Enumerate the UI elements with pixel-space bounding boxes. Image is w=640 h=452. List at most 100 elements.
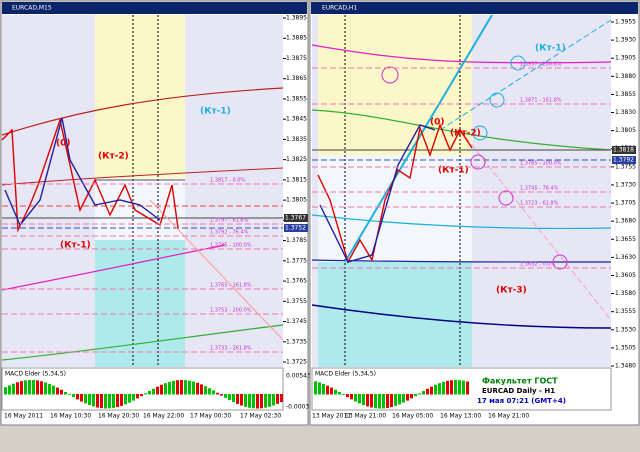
macd-bar	[80, 394, 83, 402]
macd-bar	[152, 388, 155, 395]
zone-cyan	[95, 240, 185, 367]
price-label: 1.3875	[286, 55, 307, 62]
price-label: 1.3815	[286, 176, 307, 183]
left-titlebar	[2, 2, 307, 14]
circles	[381, 55, 568, 270]
price-label: 1.3655	[615, 236, 636, 243]
macd-bar	[386, 394, 389, 408]
footer: EURCAD Daily - H1	[482, 387, 555, 395]
price-label: 1.3880	[615, 73, 636, 80]
macd-bar	[8, 385, 11, 395]
ma-green	[311, 109, 612, 151]
macd-bar	[64, 392, 67, 395]
macd-bar	[338, 392, 341, 395]
ma-green	[1, 324, 284, 361]
fib-label: 1.3792 - 76.4%	[210, 230, 249, 236]
left-title: EURCAD,M15	[12, 5, 52, 12]
fib-labels: 1.3937 - 200.0% 1.3871 - 161.8% 1.3765 - 1…	[312, 62, 611, 269]
macd-bar	[124, 394, 127, 405]
macd-bar	[212, 390, 215, 395]
macd-bar	[196, 382, 199, 395]
macd-bar	[280, 394, 283, 403]
fib-label: 1.3745 - 76.4%	[520, 186, 559, 192]
macd-bar	[156, 386, 159, 395]
macd-bar	[248, 394, 251, 408]
price-label: 1.3785	[286, 237, 307, 244]
right-title: EURCAD,H1	[322, 5, 357, 12]
macd-label: 0.00543	[286, 373, 311, 380]
macd-bar	[140, 394, 143, 397]
macd-bar	[188, 380, 191, 395]
time-label: 13 May 21:00	[345, 413, 386, 420]
price-box	[284, 224, 308, 232]
macd-bar	[244, 394, 247, 407]
price-label: 1.3895	[286, 15, 307, 22]
macd-bar	[144, 393, 147, 395]
price-label: 1.3745	[286, 318, 307, 325]
macd-bar	[40, 381, 43, 395]
ma-dark	[311, 304, 612, 329]
macd-bar	[322, 383, 325, 395]
price-label: 1.3765	[286, 278, 307, 285]
macd-bar	[172, 380, 175, 395]
macd-bar	[224, 394, 227, 398]
macd-bar	[112, 394, 115, 408]
price-box	[612, 156, 636, 164]
macd-bar	[430, 386, 433, 395]
fib-label: 1.3937 - 200.0%	[520, 62, 562, 68]
macd-bar	[314, 381, 317, 395]
macd-bar	[346, 394, 349, 398]
macd-bar	[132, 394, 135, 401]
macd-bar	[220, 394, 223, 396]
macd-bar	[68, 394, 71, 395]
macd-label: -0.00038	[286, 404, 313, 411]
ma-red2	[1, 167, 284, 186]
price-label: 1.3930	[615, 37, 636, 44]
macd-bar	[268, 394, 271, 407]
price-label: 1.3775	[286, 257, 307, 264]
price-label: 1.3705	[615, 200, 636, 207]
macd-bar	[390, 394, 393, 408]
zone-light	[95, 178, 185, 240]
annotation: (0)	[430, 118, 445, 128]
fib-label: 1.3632 - 0.0%	[520, 262, 555, 268]
macd-bar	[44, 382, 47, 395]
ma-magenta	[1, 244, 226, 291]
macd-bar	[36, 380, 39, 395]
macd-bar	[184, 380, 187, 395]
fib-label: 1.3733 - 261.8%	[210, 346, 252, 352]
macd-bar	[410, 394, 413, 399]
trend	[439, 19, 612, 131]
macd-bar	[128, 394, 131, 403]
price-label: 1.3505	[615, 344, 636, 351]
price-label: 1.3835	[286, 136, 307, 143]
zone-cyan	[318, 262, 472, 367]
macd-bar	[216, 392, 219, 395]
price-label: 1.3580	[615, 290, 636, 297]
annotation: (Кт-1)	[535, 44, 566, 54]
time-label: 16 May 13:00	[440, 413, 481, 420]
macd-bar	[72, 394, 75, 398]
macd-bar	[16, 382, 19, 395]
macd-bar	[442, 381, 445, 395]
time-label: 17 May 00:30	[190, 413, 231, 420]
time-label: 16 May 20:30	[98, 413, 139, 420]
macd-bar	[358, 394, 361, 404]
time-label: 13 May 2011	[312, 413, 351, 420]
price-label: 1.3755	[615, 163, 636, 170]
fib-label: 1.3765 - 100.0%	[520, 161, 562, 167]
macd-bar	[24, 380, 27, 395]
price-red	[317, 122, 473, 264]
annotation: (Кт-1)	[200, 107, 231, 117]
price-label: 1.3845	[286, 116, 307, 123]
right-macd	[311, 367, 612, 411]
zone-light	[318, 155, 472, 262]
macd-bar	[204, 386, 207, 395]
macd-bar	[96, 394, 99, 408]
annotation: (Кт-2)	[98, 152, 129, 162]
price-label: 1.3805	[615, 127, 636, 134]
macd-bar	[366, 394, 369, 407]
macd-bar	[148, 390, 151, 395]
price-label: 1.3730	[615, 181, 636, 188]
macd-bar	[370, 394, 373, 408]
